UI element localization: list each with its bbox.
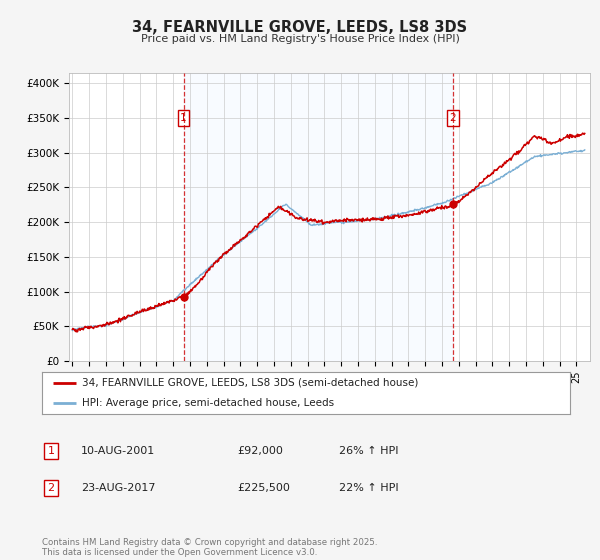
Text: 2: 2	[449, 113, 456, 123]
Text: 23-AUG-2017: 23-AUG-2017	[81, 483, 155, 493]
Text: £92,000: £92,000	[237, 446, 283, 456]
Text: 34, FEARNVILLE GROVE, LEEDS, LS8 3DS (semi-detached house): 34, FEARNVILLE GROVE, LEEDS, LS8 3DS (se…	[82, 378, 418, 388]
Text: Price paid vs. HM Land Registry's House Price Index (HPI): Price paid vs. HM Land Registry's House …	[140, 34, 460, 44]
Bar	[184, 73, 453, 361]
Text: 22% ↑ HPI: 22% ↑ HPI	[339, 483, 398, 493]
Text: 34, FEARNVILLE GROVE, LEEDS, LS8 3DS: 34, FEARNVILLE GROVE, LEEDS, LS8 3DS	[133, 20, 467, 35]
Text: HPI: Average price, semi-detached house, Leeds: HPI: Average price, semi-detached house,…	[82, 398, 334, 408]
Text: 26% ↑ HPI: 26% ↑ HPI	[339, 446, 398, 456]
Text: 1: 1	[180, 113, 187, 123]
Text: Contains HM Land Registry data © Crown copyright and database right 2025.
This d: Contains HM Land Registry data © Crown c…	[42, 538, 377, 557]
Text: £225,500: £225,500	[237, 483, 290, 493]
Text: 2: 2	[47, 483, 55, 493]
Text: 10-AUG-2001: 10-AUG-2001	[81, 446, 155, 456]
Text: 1: 1	[47, 446, 55, 456]
